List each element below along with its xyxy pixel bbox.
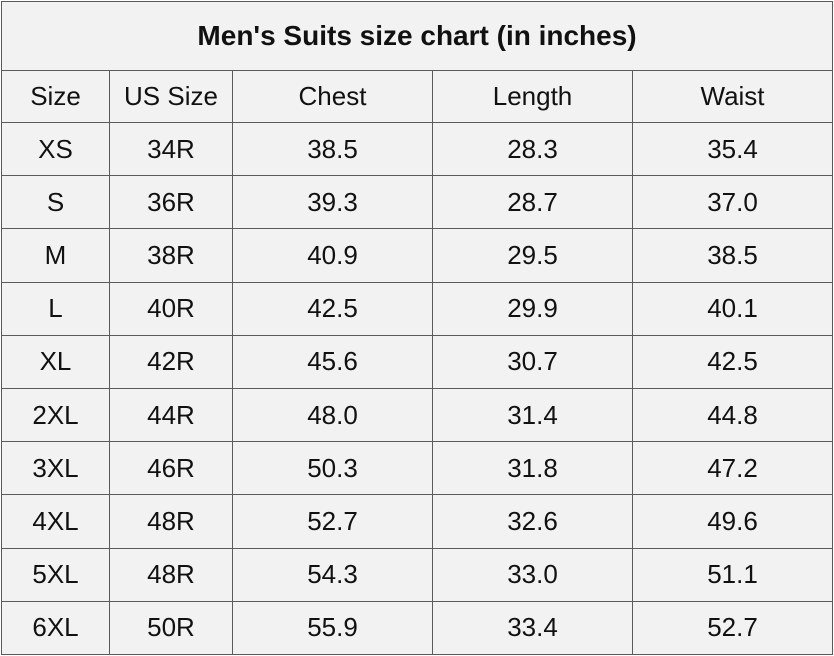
table-row: M 38R 40.9 29.5 38.5 — [1, 228, 834, 283]
waist-cell: 38.5 — [631, 228, 834, 283]
us-size-cell: 40R — [109, 281, 233, 336]
column-header-length: Length — [432, 70, 633, 123]
size-cell: 4XL — [1, 494, 110, 549]
us-size-cell: 38R — [109, 228, 233, 283]
us-size-cell: 44R — [109, 387, 233, 443]
table-row: 6XL 50R 55.9 33.4 52.7 — [1, 600, 834, 656]
length-cell: 30.7 — [432, 334, 633, 389]
column-header-chest: Chest — [232, 70, 433, 123]
size-cell: 6XL — [1, 600, 110, 656]
column-header-waist: Waist — [631, 70, 834, 123]
us-size-cell: 48R — [109, 494, 233, 549]
waist-cell: 37.0 — [631, 175, 834, 230]
chart-title: Men's Suits size chart (in inches) — [0, 1, 834, 71]
chest-cell: 50.3 — [232, 441, 433, 496]
length-cell: 28.7 — [432, 175, 633, 230]
length-cell: 32.6 — [432, 494, 633, 549]
chest-cell: 52.7 — [232, 494, 433, 549]
waist-cell: 51.1 — [631, 547, 834, 602]
length-cell: 31.8 — [432, 441, 633, 496]
chest-cell: 55.9 — [232, 600, 433, 656]
column-header-us-size: US Size — [109, 70, 233, 123]
size-cell: XL — [1, 334, 110, 389]
size-cell: L — [1, 281, 110, 336]
table-row: S 36R 39.3 28.7 37.0 — [1, 175, 834, 230]
size-cell: 3XL — [1, 441, 110, 496]
waist-cell: 35.4 — [631, 121, 834, 177]
size-cell: S — [1, 175, 110, 230]
chest-cell: 40.9 — [232, 228, 433, 283]
waist-cell: 49.6 — [631, 494, 834, 549]
table-row: 2XL 44R 48.0 31.4 44.8 — [1, 387, 834, 443]
chest-cell: 54.3 — [232, 547, 433, 602]
chest-cell: 39.3 — [232, 175, 433, 230]
chest-cell: 48.0 — [232, 387, 433, 443]
length-cell: 31.4 — [432, 387, 633, 443]
chest-cell: 42.5 — [232, 281, 433, 336]
size-cell: 2XL — [1, 387, 110, 443]
size-cell: XS — [1, 121, 110, 177]
us-size-cell: 36R — [109, 175, 233, 230]
table-row: L 40R 42.5 29.9 40.1 — [1, 281, 834, 336]
length-cell: 29.9 — [432, 281, 633, 336]
us-size-cell: 50R — [109, 600, 233, 656]
chest-cell: 38.5 — [232, 121, 433, 177]
table-row: 5XL 48R 54.3 33.0 51.1 — [1, 547, 834, 602]
us-size-cell: 42R — [109, 334, 233, 389]
waist-cell: 52.7 — [631, 600, 834, 656]
table-row: 3XL 46R 50.3 31.8 47.2 — [1, 441, 834, 496]
chest-cell: 45.6 — [232, 334, 433, 389]
length-cell: 29.5 — [432, 228, 633, 283]
column-header-size: Size — [1, 70, 110, 123]
length-cell: 28.3 — [432, 121, 633, 177]
us-size-cell: 34R — [109, 121, 233, 177]
waist-cell: 42.5 — [631, 334, 834, 389]
waist-cell: 40.1 — [631, 281, 834, 336]
length-cell: 33.4 — [432, 600, 633, 656]
us-size-cell: 48R — [109, 547, 233, 602]
waist-cell: 47.2 — [631, 441, 834, 496]
table-row: 4XL 48R 52.7 32.6 49.6 — [1, 494, 834, 549]
table-row: XS 34R 38.5 28.3 35.4 — [1, 121, 834, 177]
header-row: Size US Size Chest Length Waist — [1, 70, 834, 123]
size-cell: 5XL — [1, 547, 110, 602]
us-size-cell: 46R — [109, 441, 233, 496]
length-cell: 33.0 — [432, 547, 633, 602]
size-cell: M — [1, 228, 110, 283]
table-row: XL 42R 45.6 30.7 42.5 — [1, 334, 834, 389]
waist-cell: 44.8 — [631, 387, 834, 443]
title-row: Men's Suits size chart (in inches) — [0, 1, 834, 71]
